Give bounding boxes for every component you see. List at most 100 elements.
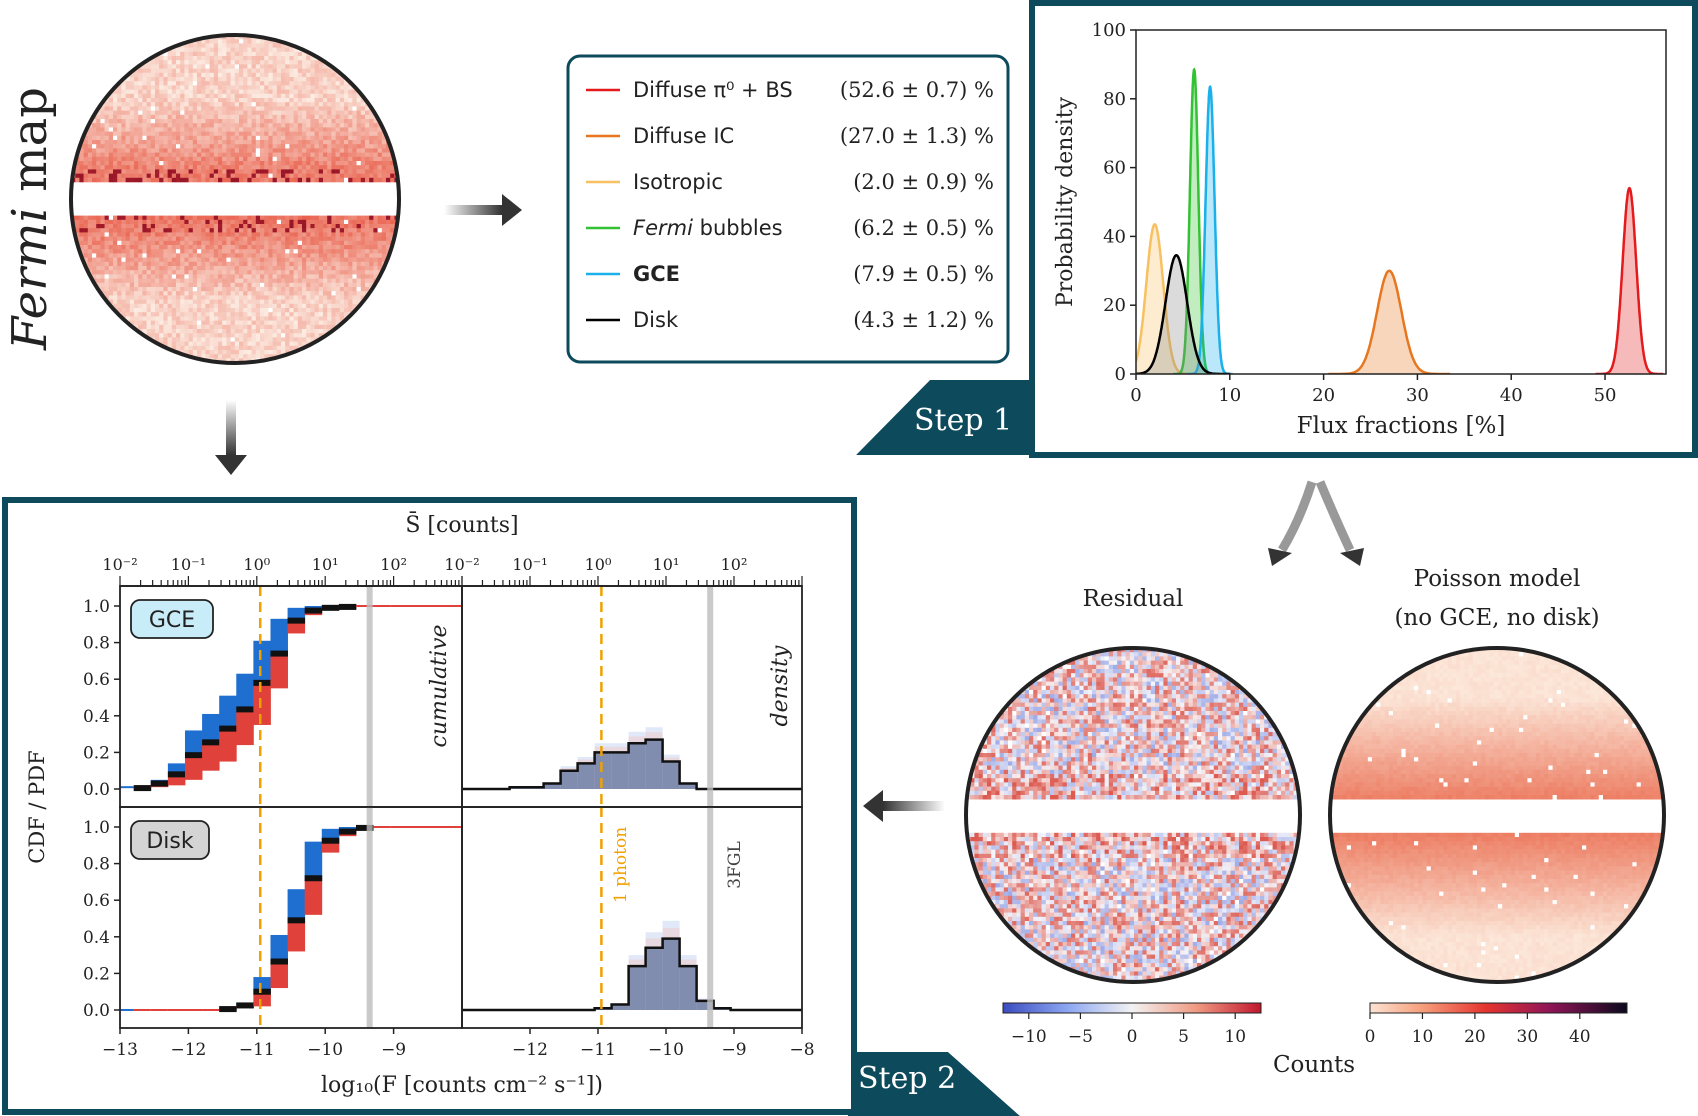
cdf-median (338, 828, 357, 835)
arrow-right-to-legend (444, 194, 522, 226)
y-tick-label: 0.6 (83, 891, 110, 911)
cbar-tick-label: −5 (1068, 1027, 1093, 1047)
y-tick-label: 60 (1103, 158, 1126, 179)
pdf-bar (645, 947, 663, 1010)
arrow-down-to-step2 (215, 400, 247, 475)
counts-label: Counts (1273, 1052, 1355, 1078)
legend-name: Fermi bubbles (633, 216, 783, 240)
pdf-bar (645, 739, 663, 789)
y-tick-label: 20 (1103, 295, 1126, 316)
cdf-bar-lower (219, 728, 237, 762)
cdf-bar-upper (270, 934, 288, 962)
y-tick-label: 0.6 (83, 670, 110, 690)
cdf-bar-lower (287, 620, 306, 634)
x-tick-label: −12 (170, 1040, 206, 1060)
x-tick-label: 10 (1218, 385, 1241, 406)
cdf-bar-upper (253, 640, 271, 683)
step2-frame (2, 497, 857, 1115)
density-fill-1 (1595, 188, 1664, 374)
pdf-bar (628, 743, 646, 789)
y-tick-label: 0.8 (83, 634, 110, 654)
y-tick-label: 100 (1092, 20, 1126, 41)
y-tick-label: 1.0 (83, 818, 110, 838)
cdf-median (202, 739, 220, 746)
step2-xlabel: log₁₀(F [counts cm⁻² s⁻¹]) (321, 1073, 603, 1098)
x-tick-label: 0 (1130, 385, 1141, 406)
cdf-median (236, 1002, 254, 1009)
y-tick-label: 0.4 (83, 707, 110, 727)
y-tick-label: 0.2 (83, 964, 110, 984)
legend-row-2: Diffuse IC (27.0 ± 1.3) % (586, 124, 994, 148)
cdf-median (304, 607, 323, 614)
density-fill-2 (1328, 270, 1451, 374)
cdf-bar-upper (287, 607, 306, 621)
cbar-tick-label: 10 (1224, 1027, 1246, 1047)
step1-ylabel: Probability density (1053, 96, 1078, 307)
legend-row-3: Isotropic (2.0 ± 0.9) % (586, 170, 994, 194)
x-tick-label: −10 (307, 1040, 343, 1060)
x-tick-label: −13 (102, 1040, 138, 1060)
gce-label-box (130, 599, 214, 639)
poisson-colorbar: 0 10 20 30 40 (1365, 1002, 1628, 1047)
y-tick-label: 0 (1115, 364, 1126, 385)
y-tick-label: 0.8 (83, 855, 110, 875)
cbar-tick-label: 0 (1365, 1027, 1376, 1047)
legend-name: Diffuse IC (633, 124, 734, 148)
cdf-median (355, 824, 374, 831)
step1-xlabel: Flux fractions [%] (1297, 413, 1506, 439)
legend-row-1: Diffuse π⁰ + BS (52.6 ± 0.7) % (586, 78, 994, 102)
x-tick-label: −10 (648, 1040, 684, 1060)
residual-map (964, 646, 1302, 984)
y-tick-label: 0.4 (83, 928, 110, 948)
legend-value: (27.0 ± 1.3) % (840, 124, 994, 148)
cbar-tick-label: −10 (1011, 1027, 1047, 1047)
x-tick-label: 20 (1312, 385, 1335, 406)
legend-row-4: Fermi bubbles (6.2 ± 0.5) % (586, 216, 994, 240)
pdf-bar (628, 966, 646, 1010)
y-tick-label: 1.0 (83, 597, 110, 617)
top-tick-label: 10² (380, 555, 407, 574)
poisson-map (1328, 646, 1666, 984)
one-photon-label: 1 photon (611, 827, 631, 903)
threefgl-band-left (366, 807, 373, 1028)
cdf-median (270, 650, 288, 657)
top-tick-label: 10⁰ (243, 555, 270, 574)
fermi-map-label: Fermi map (2, 87, 58, 351)
step1-label: Step 1 (914, 403, 1012, 438)
legend-name: GCE (633, 262, 680, 286)
y-tick-label: 0.0 (83, 780, 110, 800)
cdf-median (287, 917, 306, 924)
disk-label-box (130, 820, 210, 860)
top-tick-label: 10¹ (653, 555, 680, 574)
pdf-bar (611, 752, 629, 789)
cdf-bar-lower (253, 682, 271, 725)
density-line-1 (1595, 186, 1664, 374)
cdf-bar-lower (202, 742, 220, 771)
cdf-bar-lower (321, 840, 340, 853)
cbar-tick-label: 30 (1517, 1027, 1539, 1047)
cdf-bar-lower (270, 961, 288, 989)
y-tick-label: 0.0 (83, 1001, 110, 1021)
threefgl-band-left (366, 586, 373, 807)
x-tick-label: −12 (512, 1040, 548, 1060)
top-tick-label: 10⁻² (102, 555, 137, 574)
pdf-bar (679, 966, 697, 1010)
density-fill-4 (1173, 69, 1216, 374)
residual-title: Residual (1083, 586, 1184, 612)
gce-panels: 0.0 0.2 0.4 0.6 0.8 1.0 GCE (83, 585, 803, 808)
x-tick-label: 40 (1500, 385, 1523, 406)
disk-label: Disk (146, 829, 194, 854)
cdf-bar-upper (321, 828, 340, 841)
density-fill-5 (1187, 86, 1233, 374)
cdf-median (253, 679, 271, 686)
cbar-tick-label: 10 (1412, 1027, 1434, 1047)
step1-tab: Step 1 (850, 380, 1035, 455)
threefgl-band-right (707, 586, 714, 807)
pdf-bar (560, 770, 578, 789)
cdf-bar-upper (167, 763, 186, 775)
density-label: density (768, 645, 793, 726)
top-tick-label: 10¹ (312, 555, 339, 574)
cdf-bar-upper (202, 713, 220, 743)
fermi-map (69, 33, 401, 365)
